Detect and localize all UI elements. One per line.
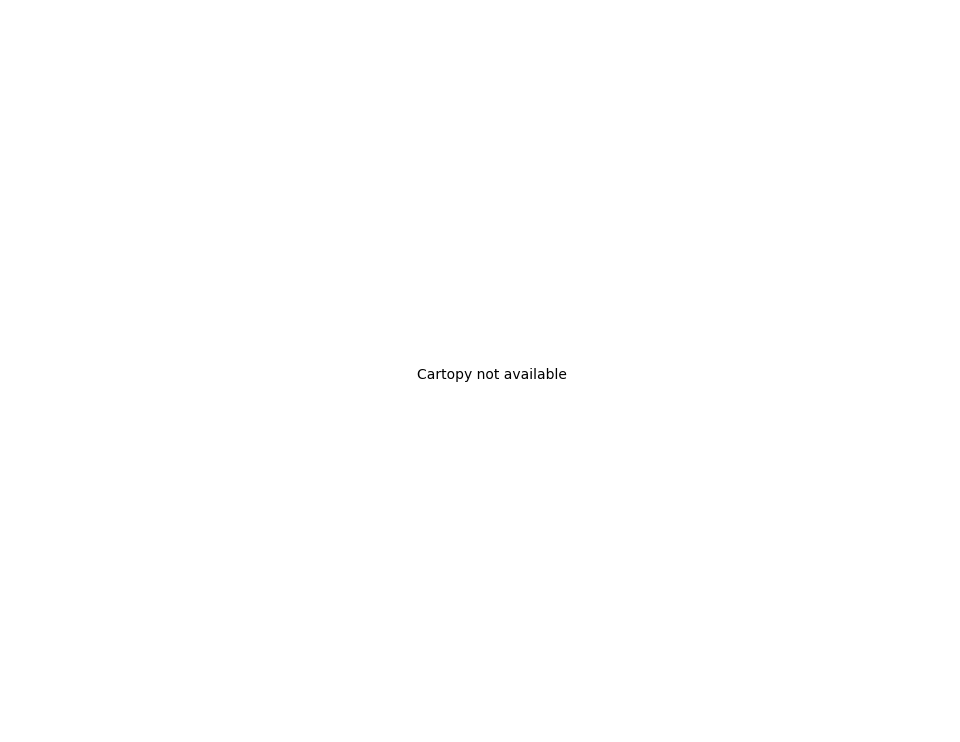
Text: Cartopy not available: Cartopy not available (417, 368, 567, 381)
